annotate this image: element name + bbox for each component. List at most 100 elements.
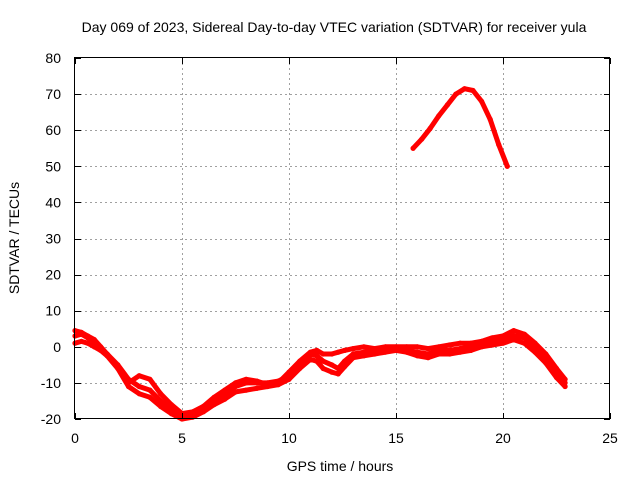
data-point [532,340,538,346]
data-point [487,116,493,122]
data-point [211,402,217,408]
data-point [425,355,431,361]
data-point [243,376,249,382]
data-point [335,371,341,377]
data-point [419,136,425,142]
data-point [470,87,476,94]
data-point [320,351,326,357]
data-point [479,344,485,350]
data-point [314,353,320,359]
data-point [504,163,510,169]
data-point [361,353,367,359]
data-point [414,353,420,359]
data-point [404,344,410,350]
y-tick-label: 50 [45,158,61,174]
data-point [361,344,367,350]
data-point [136,383,142,390]
data-point [562,383,568,390]
data-point [410,145,416,151]
data-point [404,349,410,355]
data-point [543,351,549,357]
y-tick-label: -20 [41,411,61,427]
data-point [382,349,388,355]
data-point [222,387,228,393]
data-point [286,376,292,382]
data-point [496,142,502,148]
data-point [147,394,153,400]
data-point [436,113,442,119]
data-point [468,347,474,353]
data-point [457,349,463,355]
data-point [427,125,433,131]
grid [75,58,610,419]
data-point [468,340,474,346]
y-tick-label: -10 [41,375,61,391]
data-point [190,414,196,420]
data-point [320,365,326,372]
data-point [350,355,356,361]
data-point [125,380,132,386]
chart-title: Day 069 of 2023, Sidereal Day-to-day VTE… [82,19,587,35]
data-point [511,328,517,334]
data-point [543,360,549,366]
data-point [489,342,495,348]
data-point [479,98,485,104]
series-layer [72,86,568,422]
y-tick-label: 30 [45,231,61,247]
data-point [254,385,260,391]
data-point [307,356,313,362]
plot-frame [74,57,610,419]
data-point [320,358,326,364]
data-point [342,347,348,353]
data-point [511,337,517,343]
data-point [297,358,303,364]
data-point [444,102,450,108]
data-point [91,338,97,344]
data-point [553,365,560,372]
series-high-trace [410,86,510,169]
y-tick-label: 20 [45,267,61,283]
data-point [286,369,292,375]
data-point [147,387,153,393]
data-point [200,409,206,415]
x-tick-label: 25 [602,430,618,446]
data-point [211,394,217,400]
data-point [553,374,560,381]
data-point [461,86,468,92]
x-tick-label: 20 [495,430,511,446]
x-axis-label: GPS time / hours [287,458,394,474]
x-tick-labels: 0 5 10 15 20 25 [71,430,618,446]
data-point [104,351,110,357]
data-point [425,346,431,352]
data-point [511,333,517,339]
data-point [200,403,206,409]
data-point [489,335,495,341]
data-point [521,340,528,346]
data-point [329,351,335,357]
x-tick-label: 15 [388,430,404,446]
data-point [85,340,91,346]
data-point [457,340,463,346]
data-point [436,344,442,350]
y-tick-label: 80 [45,50,61,66]
data-point [500,340,506,346]
data-point [453,91,459,97]
data-point [446,342,453,348]
data-point [158,391,164,397]
y-tick-labels: -20 -10 0 10 20 30 40 50 60 70 80 [41,50,61,427]
data-point [297,365,303,372]
data-point [329,362,335,368]
y-tick-label: 70 [45,86,61,102]
data-point [335,349,341,355]
data-point [382,344,388,350]
data-point [500,333,506,339]
data-point [125,383,132,390]
data-point [414,344,420,350]
data-point [479,338,485,344]
data-point [147,376,153,382]
data-point [136,391,142,397]
y-axis-label: SDTVAR / TECUs [6,182,22,294]
data-point [314,347,320,353]
tick-marks [75,58,611,420]
